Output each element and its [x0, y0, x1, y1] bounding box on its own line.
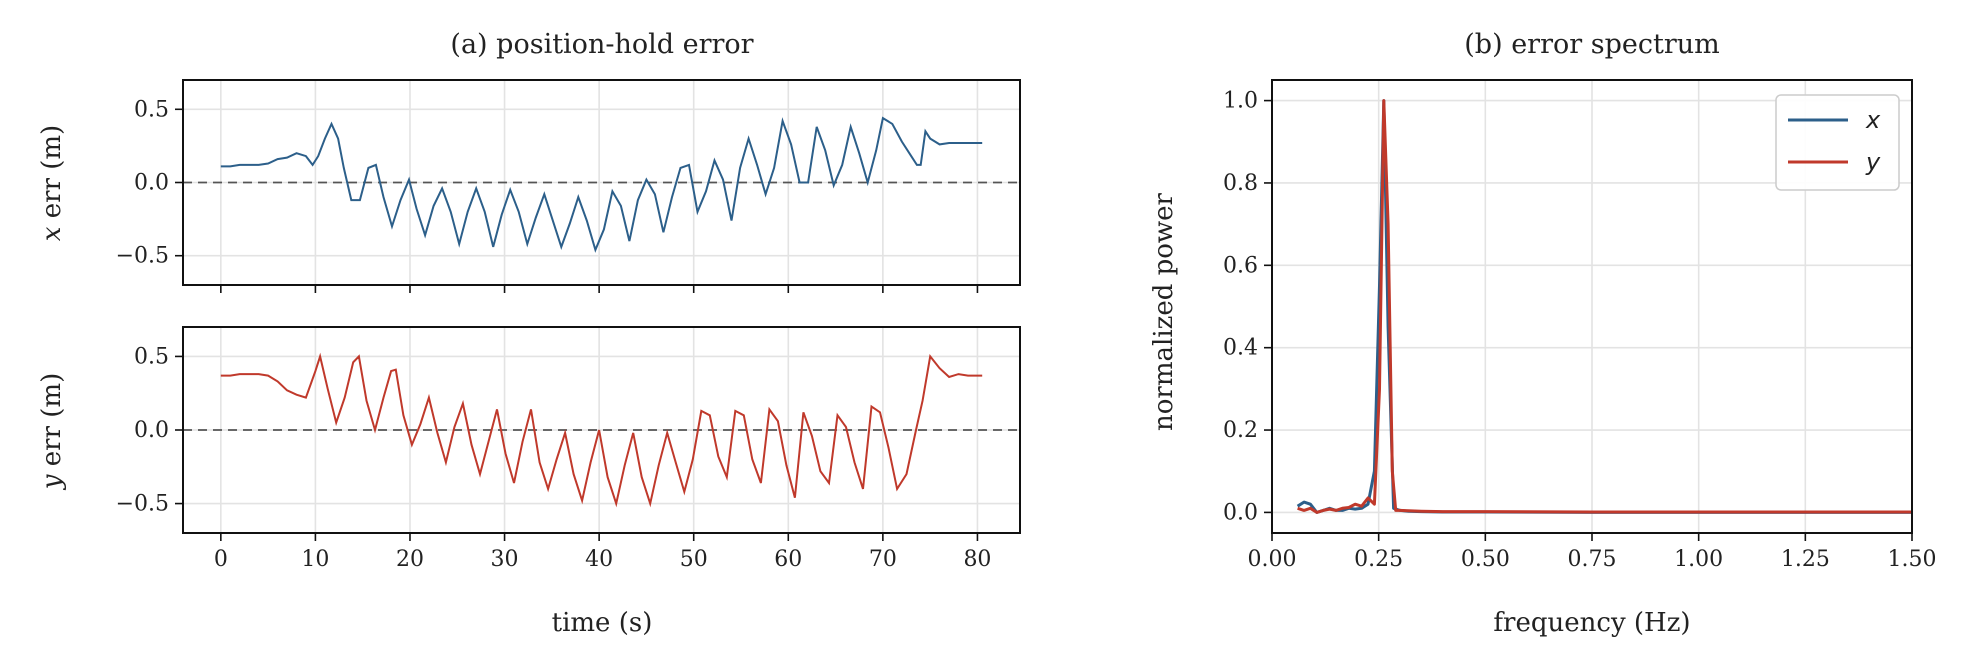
legend-y-label: y — [1865, 148, 1881, 176]
x-error-ylabel: x err (m) — [37, 125, 67, 241]
y-tick-label: 0.6 — [1223, 253, 1258, 278]
legend-x-label: x — [1865, 106, 1881, 134]
legend-box — [1775, 94, 1900, 191]
x-tick-label: 70 — [869, 547, 897, 572]
y-tick-label: 0.5 — [134, 97, 169, 122]
x-tick-label: 1.00 — [1674, 547, 1723, 572]
x-tick-label: 80 — [963, 547, 991, 572]
y-error-line — [220, 352, 983, 508]
x-tick-label: 1.50 — [1888, 547, 1937, 572]
x-tick-label: 20 — [396, 547, 424, 572]
y-tick-label: 0.8 — [1223, 171, 1258, 196]
y-tick-label: 0.5 — [134, 344, 169, 369]
y-tick-label: −0.5 — [116, 492, 169, 517]
frequency-xlabel: frequency (Hz) — [1493, 608, 1690, 638]
y-error-ylabel: y err (m) — [37, 373, 67, 490]
y-tick-label: 0.0 — [134, 418, 169, 443]
x-tick-label: 10 — [301, 547, 329, 572]
x-error-line — [220, 116, 983, 253]
y-tick-label: 1.0 — [1223, 89, 1258, 114]
y-tick-label: 0.2 — [1223, 418, 1258, 443]
y-tick-label: 0.0 — [134, 171, 169, 196]
y-tick-label: −0.5 — [116, 244, 169, 269]
spectrum-legend: x y — [1775, 94, 1900, 191]
panel-a-title: (a) position-hold error — [450, 29, 753, 60]
x-tick-label: 60 — [774, 547, 802, 572]
x-tick-label: 50 — [680, 547, 708, 572]
x-tick-label: 0.00 — [1248, 547, 1297, 572]
y-error-panel: 0 10 20 30 40 50 60 70 80 −0.5 0.0 0.5 y err (m) ti… — [37, 326, 1021, 638]
spectrum-ylabel: normalized power — [1149, 192, 1179, 431]
x-tick-label: 1.25 — [1781, 547, 1830, 572]
time-xlabel: time (s) — [552, 608, 653, 638]
spectrum-line-y — [1297, 99, 1912, 514]
x-error-panel: (a) position-hold error −0.5 0.0 0.5 x err… — [37, 29, 1021, 293]
x-tick-label: 0.25 — [1354, 547, 1403, 572]
y-tick-label: 0.0 — [1223, 500, 1258, 525]
y-tick-label: 0.4 — [1223, 336, 1258, 361]
panel-b-title: (b) error spectrum — [1464, 29, 1719, 60]
x-tick-label: 0.50 — [1461, 547, 1510, 572]
spectrum-panel: (b) error spectrum 0.00 0.25 0.50 0.75 1.00 1… — [1149, 29, 1936, 638]
x-tick-label: 30 — [491, 547, 519, 572]
x-tick-label: 40 — [585, 547, 613, 572]
x-tick-label: 0 — [214, 547, 228, 572]
x-tick-label: 0.75 — [1568, 547, 1617, 572]
